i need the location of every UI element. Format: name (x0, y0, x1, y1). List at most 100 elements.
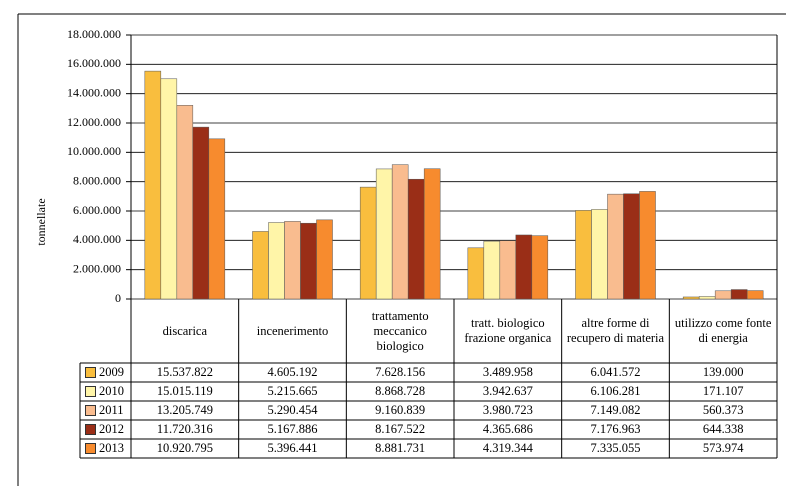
y-axis-label: tonnellate (34, 198, 48, 245)
table-value-text: 3.489.958 (482, 365, 533, 379)
legend-swatch (85, 424, 96, 435)
legend-entry: 2013 (80, 439, 131, 458)
bar (176, 105, 194, 300)
table-value-text: 8.868.728 (375, 384, 426, 398)
category-label: incenerimento (239, 299, 347, 363)
legend-swatch (85, 386, 96, 397)
bar (144, 70, 162, 300)
legend-label: 2010 (99, 384, 124, 398)
bar (208, 138, 226, 300)
bar (515, 234, 533, 300)
table-value-text: 7.628.156 (375, 365, 426, 379)
bar (391, 164, 409, 300)
table-value-text: 8.167.522 (375, 422, 426, 436)
table-value: 573.974 (669, 439, 777, 458)
table-value: 7.628.156 (346, 363, 454, 382)
table-value-text: 3.980.723 (482, 403, 533, 417)
table-value: 8.167.522 (346, 420, 454, 439)
table-value: 6.106.281 (562, 382, 670, 401)
bar (575, 210, 592, 300)
category-label: tratt. biologico frazione organica (454, 299, 562, 363)
table-value: 10.920.795 (131, 439, 239, 458)
y-tick-label: 8.000.000 (73, 173, 121, 187)
table-value: 7.149.082 (562, 401, 670, 420)
table-value-text: 4.319.344 (482, 441, 533, 455)
bar (623, 193, 640, 300)
table-value: 15.015.119 (131, 382, 239, 401)
table-value-text: 5.167.886 (267, 422, 318, 436)
bar (407, 178, 425, 300)
y-tick-label: 18.000.000 (67, 27, 121, 41)
category-label-text: trattamento meccanico biologico (371, 308, 429, 353)
table-value: 13.205.749 (131, 401, 239, 420)
table-value-text: 10.920.795 (156, 441, 213, 455)
category-label-text: tratt. biologico frazione organica (464, 316, 552, 345)
legend-label: 2009 (99, 365, 124, 379)
table-value-text: 6.106.281 (590, 384, 641, 398)
table-value-text: 13.205.749 (156, 403, 213, 417)
category-label-text: altre forme di recupero di materia (566, 316, 665, 345)
legend-entry: 2011 (80, 401, 131, 420)
category-label: altre forme di recupero di materia (562, 299, 670, 363)
y-tick-label: 16.000.000 (67, 56, 121, 70)
bar (192, 126, 210, 300)
bar (714, 290, 732, 300)
y-tick-label: 4.000.000 (73, 232, 121, 246)
table-value: 5.396.441 (239, 439, 347, 458)
bar (607, 193, 624, 300)
table-value-text: 7.149.082 (590, 403, 641, 417)
category-label-text: discarica (162, 323, 208, 338)
table-value: 7.335.055 (562, 439, 670, 458)
table-value-text: 15.015.119 (156, 384, 213, 398)
bar (252, 231, 269, 300)
bar (160, 78, 178, 300)
table-value: 3.942.637 (454, 382, 562, 401)
table-value-text: 644.338 (702, 422, 744, 436)
bar (467, 247, 485, 300)
table-value: 5.290.454 (239, 401, 347, 420)
table-value: 171.107 (669, 382, 777, 401)
table-value: 7.176.963 (562, 420, 670, 439)
y-tick-label: 12.000.000 (67, 115, 121, 129)
y-tick-label: 6.000.000 (73, 203, 121, 217)
bar (300, 222, 317, 300)
table-value-text: 171.107 (702, 384, 744, 398)
y-tick-label: 10.000.000 (67, 144, 121, 158)
table-value: 8.868.728 (346, 382, 454, 401)
bar (591, 209, 608, 300)
legend-entry: 2009 (80, 363, 131, 382)
table-value-text: 5.290.454 (267, 403, 318, 417)
legend-label: 2011 (99, 403, 124, 417)
legend-label: 2012 (99, 422, 124, 436)
table-value: 15.537.822 (131, 363, 239, 382)
table-value-text: 560.373 (702, 403, 744, 417)
legend-entry: 2010 (80, 382, 131, 401)
y-tick-label: 14.000.000 (67, 85, 121, 99)
table-value-text: 4.365.686 (482, 422, 533, 436)
legend-entry: 2012 (80, 420, 131, 439)
table-value-text: 8.881.731 (375, 441, 426, 455)
table-value: 6.041.572 (562, 363, 670, 382)
category-label: trattamento meccanico biologico (346, 299, 454, 363)
table-value-text: 7.335.055 (590, 441, 641, 455)
bar (423, 168, 441, 300)
bar (316, 219, 333, 300)
table-value-text: 6.041.572 (590, 365, 641, 379)
table-value-text: 7.176.963 (590, 422, 641, 436)
table-value-text: 15.537.822 (156, 365, 213, 379)
bar (359, 186, 377, 300)
table-value: 4.605.192 (239, 363, 347, 382)
table-value-text: 5.396.441 (267, 441, 318, 455)
bar (730, 289, 748, 300)
table-value: 560.373 (669, 401, 777, 420)
table-value-text: 5.215.665 (267, 384, 318, 398)
bar (483, 240, 501, 300)
category-label-text: utilizzo come fonte di energia (674, 316, 772, 345)
table-value-text: 9.160.839 (375, 403, 426, 417)
legend-label: 2013 (99, 441, 124, 455)
bar (375, 168, 393, 300)
table-value: 3.980.723 (454, 401, 562, 420)
bar (499, 240, 517, 300)
